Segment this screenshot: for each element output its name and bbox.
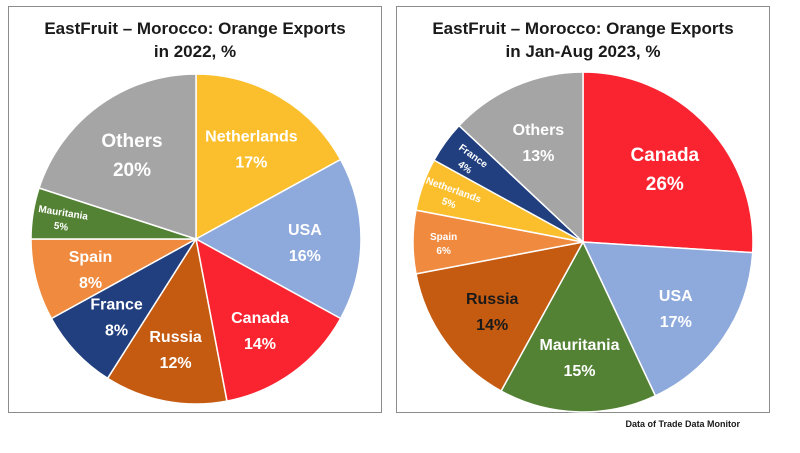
slice-value-label: 8%	[79, 275, 102, 292]
slice-category-label: USA	[659, 288, 693, 305]
slice-value-label: 14%	[476, 317, 508, 334]
pie-slice-russia	[106, 236, 228, 405]
pie-slice-canada	[582, 71, 754, 254]
slice-value-label: 5%	[440, 196, 457, 211]
slice-value-label: 13%	[522, 148, 554, 165]
pie-chart-2023: Canada 26% USA 17% Mauritania 15% Russia 14% Spa…	[412, 71, 754, 413]
slice-category-label: France	[90, 297, 143, 314]
slice-value-label: 15%	[563, 363, 595, 380]
slice-value-label: 14%	[244, 336, 276, 353]
chart-title-line-2: in Jan-Aug 2023, %	[505, 42, 661, 61]
slice-label-france: France 8%	[90, 297, 143, 340]
slice-label-others: Others 13%	[513, 122, 565, 165]
slice-category-label: Russia	[466, 291, 519, 308]
chart-title: EastFruit – Morocco: Orange Exports in 2…	[9, 17, 381, 63]
slice-label-russia: Russia 14%	[466, 291, 519, 334]
slice-category-label: Others	[513, 122, 565, 139]
pie-slice-russia	[415, 240, 585, 392]
slice-value-label: 16%	[289, 248, 321, 265]
slice-label-usa: USA 17%	[659, 288, 693, 331]
slice-category-label: Mauritania	[539, 337, 619, 354]
slice-value-label: 6%	[436, 246, 451, 257]
slice-label-russia: Russia 12%	[149, 329, 202, 372]
slice-category-label: Russia	[149, 329, 202, 346]
chart-title: EastFruit – Morocco: Orange Exports in J…	[397, 17, 769, 63]
slice-label-spain: Spain 6%	[430, 232, 457, 257]
pie-slice-netherlands	[195, 73, 342, 241]
chart-title-line-1: EastFruit – Morocco: Orange Exports	[432, 19, 734, 38]
slice-category-label: Netherlands	[205, 128, 298, 145]
slice-category-label: USA	[288, 222, 322, 239]
slice-value-label: 17%	[660, 314, 692, 331]
slice-value-label: 8%	[105, 323, 128, 340]
pie-chart-2022: Netherlands 17% USA 16% Canada 14% Russia 12% Fr…	[30, 73, 362, 405]
slice-label-canada: Canada 26%	[630, 145, 699, 195]
slice-value-label: 20%	[113, 160, 151, 181]
slice-label-netherlands: Netherlands 17%	[205, 128, 298, 171]
slice-category-label: Spain	[69, 249, 113, 266]
source-note: Data of Trade Data Monitor	[625, 419, 740, 429]
slice-value-label: 17%	[235, 154, 267, 171]
slice-label-mauritania: Mauritania 15%	[539, 337, 619, 380]
slice-category-label: Canada	[231, 310, 289, 327]
pie-slice-canada	[194, 237, 342, 402]
pie-slice-others	[458, 71, 584, 244]
chart-title-line-2: in 2022, %	[153, 42, 237, 61]
slice-value-label: 5%	[53, 221, 69, 234]
pie-chart-panel-2022: EastFruit – Morocco: Orange Exports in 2…	[8, 6, 382, 413]
pie-slice-usa	[581, 241, 754, 397]
pie-chart-panel-2023: EastFruit – Morocco: Orange Exports in J…	[396, 6, 770, 413]
slice-value-label: 12%	[160, 355, 192, 372]
slice-label-others: Others 20%	[101, 131, 162, 181]
slice-category-label: Spain	[430, 232, 457, 243]
slice-label-canada: Canada 14%	[231, 310, 289, 353]
pie-slice-usa	[194, 158, 362, 320]
pie-slice-mauritania	[500, 240, 657, 413]
slice-value-label: 26%	[646, 174, 684, 195]
slice-category-label: Others	[101, 131, 162, 152]
slice-label-spain: Spain 8%	[69, 249, 113, 292]
slice-category-label: Canada	[630, 145, 699, 166]
pie-slice-others	[38, 73, 197, 241]
chart-title-line-1: EastFruit – Morocco: Orange Exports	[44, 19, 346, 38]
slice-label-usa: USA 16%	[288, 222, 322, 265]
